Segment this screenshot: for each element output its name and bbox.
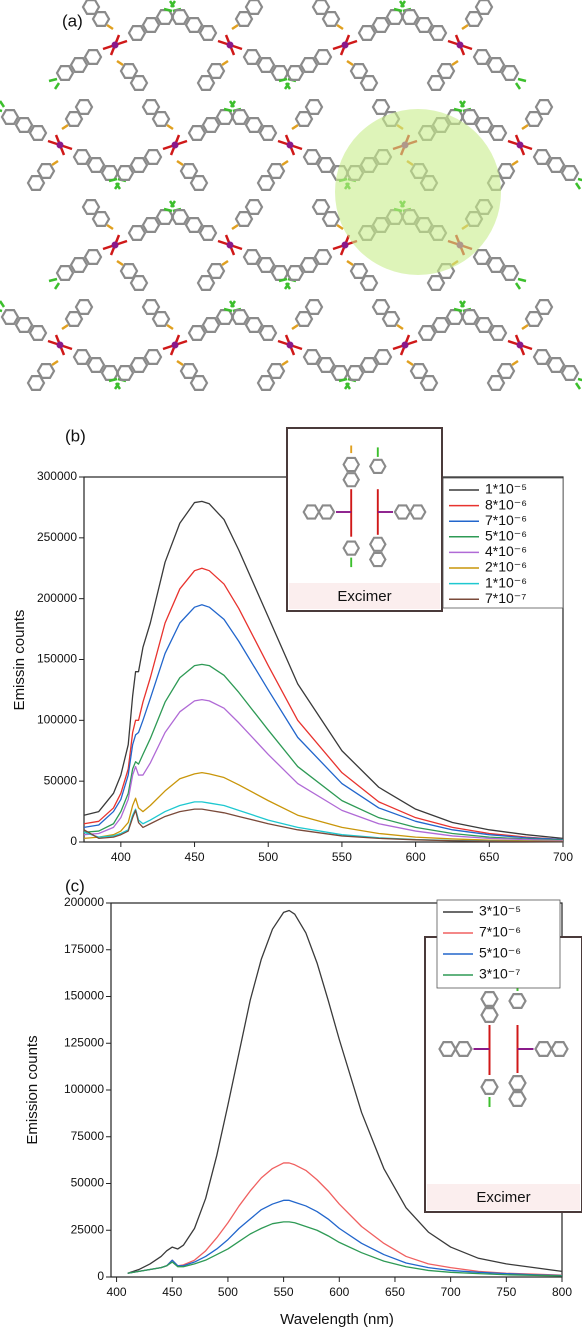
x-tick-label: 500 [258,850,278,864]
y-tick-label: 100000 [64,1082,104,1096]
molecule [394,0,526,90]
molecule [224,100,356,190]
x-tick-label: 700 [553,850,573,864]
x-tick-label: 600 [406,850,426,864]
legend-label: 5*10⁻⁶ [485,528,527,544]
y-tick-label: 150000 [64,989,104,1003]
x-tick-label: 500 [218,1285,238,1299]
y-tick-label: 0 [97,1269,104,1283]
y-tick-label: 150000 [37,652,77,666]
y-tick-label: 100000 [37,713,77,727]
y-axis-title: Emissin counts [11,610,28,711]
legend-label: 3*10⁻⁵ [479,903,521,919]
y-tick-label: 200000 [37,591,77,605]
molecule [109,300,241,390]
panel-label: (b) [65,426,86,445]
x-tick-label: 750 [496,1285,516,1299]
y-tick-label: 125000 [64,1035,104,1049]
legend-label: 7*10⁻⁶ [485,512,527,528]
molecule [164,0,296,90]
spectrum-line [127,909,563,1274]
x-tick-label: 550 [332,850,352,864]
x-axis-title: Wavelength (nm) [280,1311,394,1328]
panel-label: (a) [62,11,83,30]
y-tick-label: 200000 [64,895,104,909]
molecule [339,300,471,390]
molecule [0,100,126,190]
x-tick-label: 450 [162,1285,182,1299]
molecule [164,200,296,290]
x-tick-label: 550 [274,1285,294,1299]
spectrum-line [83,699,564,842]
legend-label: 8*10⁻⁶ [485,496,527,512]
legend-label: 7*10⁻⁶ [479,924,521,940]
molecule [0,300,126,390]
legend-label: 1*10⁻⁶ [485,574,527,590]
spectrum-line [83,500,564,839]
molecule [49,200,181,290]
y-tick-label: 175000 [64,942,104,956]
molecule [224,300,356,390]
inset-label: Excimer [337,588,391,605]
molecule [279,0,411,90]
legend-label: 2*10⁻⁶ [485,559,527,575]
spectrum-line [83,663,564,841]
legend-label: 7*10⁻⁷ [485,590,526,606]
y-tick-label: 0 [70,834,77,848]
x-tick-label: 650 [385,1285,405,1299]
spectrum-line [83,567,564,841]
x-tick-label: 800 [552,1285,572,1299]
panel-label: (c) [65,876,85,895]
inset-label: Excimer [476,1189,530,1206]
x-tick-label: 700 [441,1285,461,1299]
legend-label: 5*10⁻⁶ [479,945,521,961]
molecule [454,300,582,390]
y-tick-label: 250000 [37,530,77,544]
inset-caption-bg [427,1184,580,1210]
x-tick-label: 400 [107,1285,127,1299]
x-tick-label: 450 [185,850,205,864]
legend-box [442,477,564,609]
x-tick-label: 400 [111,850,131,864]
y-tick-label: 50000 [71,1176,105,1190]
spectrum-line [83,772,564,843]
legend-label: 1*10⁻⁵ [485,481,527,497]
y-axis-title: Emission counts [24,1035,41,1144]
spectrum-line [127,1199,563,1277]
spectrum-line [127,1221,563,1277]
inset-caption-bg [289,583,440,609]
y-tick-label: 25000 [71,1222,105,1236]
y-tick-label: 75000 [71,1129,105,1143]
spectrum-line [83,604,564,841]
x-tick-label: 600 [329,1285,349,1299]
spectrum-line [83,808,564,843]
y-tick-label: 300000 [37,469,77,483]
highlight-circle [335,109,501,275]
legend-label: 3*10⁻⁷ [479,966,520,982]
legend-label: 4*10⁻⁶ [485,543,527,559]
legend-box [436,899,561,989]
y-tick-label: 50000 [44,773,78,787]
molecule [109,100,241,190]
x-tick-label: 650 [479,850,499,864]
